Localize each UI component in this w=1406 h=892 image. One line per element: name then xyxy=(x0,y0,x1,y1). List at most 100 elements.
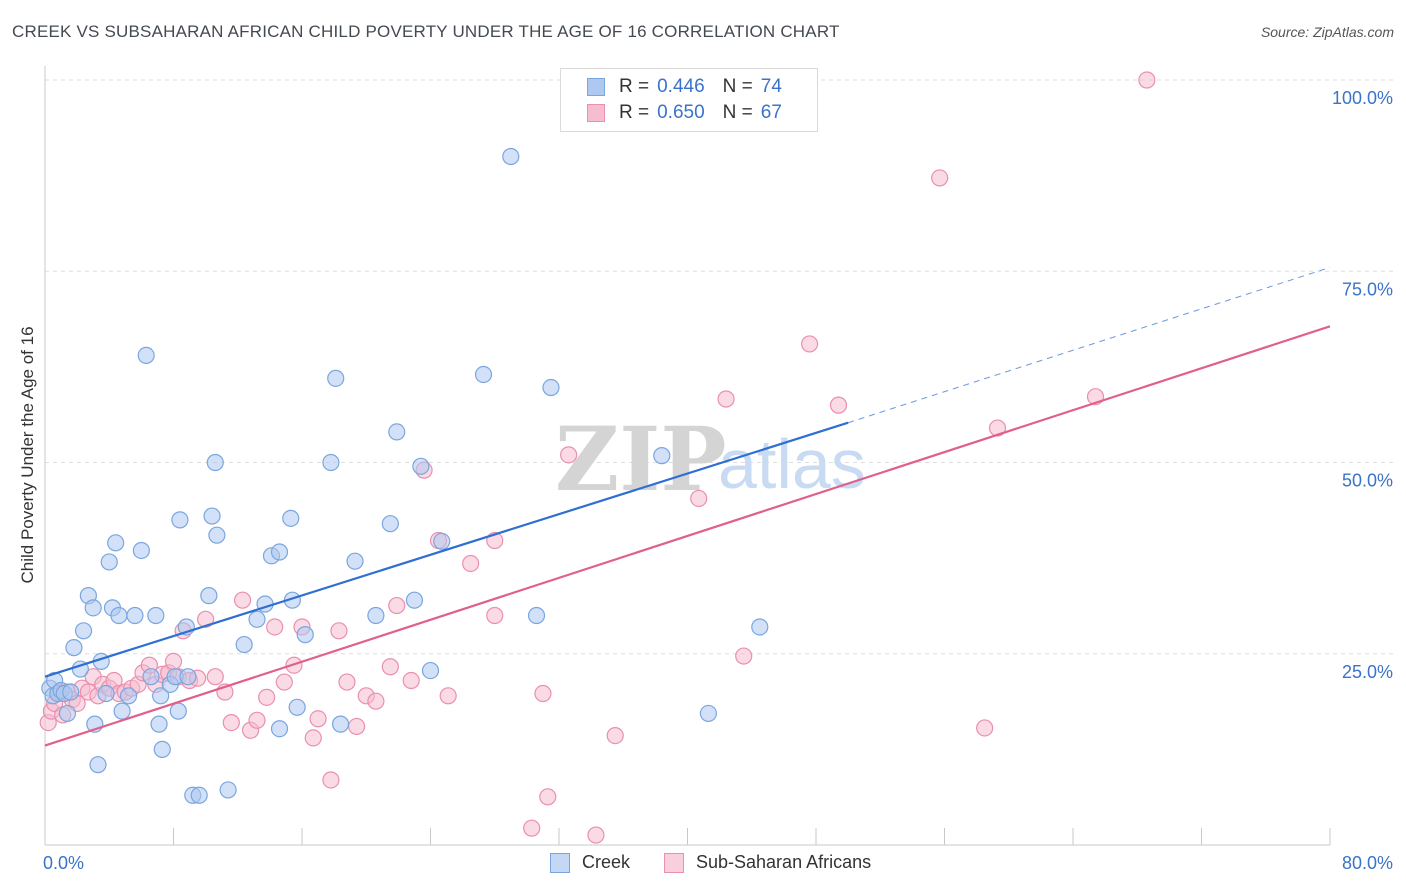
ssa-point xyxy=(439,687,457,705)
ssa-point xyxy=(367,692,385,710)
creek-point xyxy=(270,720,289,738)
ssa-point xyxy=(587,826,605,844)
ssa-point xyxy=(976,719,994,737)
ssa-point xyxy=(931,169,949,187)
ssa-point xyxy=(800,335,819,353)
ssa-point xyxy=(233,591,252,609)
creek-point xyxy=(65,639,83,657)
creek-point xyxy=(219,781,237,799)
ssa-point xyxy=(560,446,578,464)
ssa-point xyxy=(988,419,1007,437)
creek-point xyxy=(527,606,546,625)
creek-trend-extension xyxy=(847,266,1331,424)
ssa-point xyxy=(338,673,356,691)
creek-point xyxy=(322,453,340,472)
creek-point xyxy=(153,740,171,758)
ssa-point xyxy=(266,618,284,636)
creek-point xyxy=(381,515,399,533)
creek-point xyxy=(142,668,160,686)
creek-point xyxy=(405,591,424,609)
creek-point xyxy=(113,702,131,720)
ssa-point xyxy=(735,647,753,665)
creek-point xyxy=(270,543,289,561)
bottom-legend-swatch-ssa xyxy=(664,852,684,873)
creek-point xyxy=(388,423,406,441)
creek-point xyxy=(208,526,226,544)
ssa-point xyxy=(275,673,293,691)
legend-r-label: R = xyxy=(619,102,650,123)
ssa-point xyxy=(248,711,266,729)
creek-point xyxy=(58,704,77,723)
creek-point xyxy=(132,541,150,560)
creek-point xyxy=(203,507,221,525)
creek-trend-line xyxy=(44,421,849,678)
x-tick-label: 0.0% xyxy=(43,853,84,873)
ssa-point xyxy=(222,713,240,732)
source-label: Source: ZipAtlas.com xyxy=(1260,24,1394,40)
ssa-point xyxy=(462,554,480,573)
legend-swatch-ssa xyxy=(587,104,605,122)
creek-point xyxy=(248,610,266,628)
ssa-point xyxy=(539,788,557,806)
y-tick-label: 100.0% xyxy=(1332,88,1393,108)
legend-r-value: 0.446 xyxy=(657,76,705,97)
creek-point xyxy=(296,626,314,644)
creek-point xyxy=(110,606,128,625)
creek-point xyxy=(433,532,451,550)
creek-point xyxy=(89,756,107,774)
ssa-point xyxy=(1138,71,1156,89)
legend-r-label: R = xyxy=(619,76,650,97)
ssa-point xyxy=(304,729,322,747)
ssa-point xyxy=(523,819,541,837)
ssa-point xyxy=(164,652,183,671)
watermark-text: atlas xyxy=(718,425,866,503)
creek-point xyxy=(200,587,218,605)
creek-points xyxy=(41,147,769,804)
y-tick-label: 50.0% xyxy=(1342,471,1393,491)
legend: R = 0.446 N = 74 R = 0.650 N = 67 xyxy=(560,68,818,132)
creek-point xyxy=(62,683,80,701)
creek-point xyxy=(147,606,165,625)
creek-point xyxy=(288,698,306,716)
legend-row-creek: R = 0.446 N = 74 xyxy=(587,75,782,99)
ssa-point xyxy=(534,684,552,703)
ssa-point xyxy=(206,668,224,686)
ssa-trend-line xyxy=(44,325,1331,747)
creek-point xyxy=(97,684,115,703)
legend-n-label: N = xyxy=(722,76,753,97)
creek-point xyxy=(171,511,189,529)
creek-point xyxy=(327,369,345,387)
creek-point xyxy=(179,668,197,686)
y-tick-label: 25.0% xyxy=(1342,662,1393,682)
chart-title: CREEK VS SUBSAHARAN AFRICAN CHILD POVERT… xyxy=(12,22,840,41)
ssa-point xyxy=(717,390,735,408)
creek-point xyxy=(152,687,170,705)
creek-point xyxy=(107,534,125,552)
bottom-legend-swatch-creek xyxy=(550,852,570,873)
creek-point xyxy=(542,378,560,397)
legend-row-ssa: R = 0.650 N = 67 xyxy=(587,101,782,125)
bottom-legend-creek: Creek xyxy=(550,852,630,873)
creek-point xyxy=(119,687,138,705)
bottom-legend-label-creek: Creek xyxy=(582,852,631,872)
creek-point xyxy=(412,457,430,475)
trend-lines xyxy=(44,266,1331,747)
creek-point xyxy=(126,606,144,625)
legend-r-value: 0.650 xyxy=(657,102,705,123)
creek-point xyxy=(282,509,300,527)
ssa-point xyxy=(690,489,708,508)
creek-point xyxy=(169,702,187,720)
ssa-point xyxy=(388,596,406,615)
legend-n-value: 67 xyxy=(760,102,782,123)
ssa-point xyxy=(829,396,848,414)
bottom-legend-ssa: Sub-Saharan Africans xyxy=(664,852,871,873)
x-tick-label: 80.0% xyxy=(1342,853,1393,873)
creek-point xyxy=(150,715,168,733)
ssa-point xyxy=(606,727,624,745)
ssa-point xyxy=(258,688,276,706)
ssa-point xyxy=(348,717,366,736)
tick-labels: 25.0% 50.0% 75.0% 100.0% 0.0% 80.0% xyxy=(43,88,1393,873)
creek-point xyxy=(100,553,118,571)
ssa-points xyxy=(39,71,1156,844)
